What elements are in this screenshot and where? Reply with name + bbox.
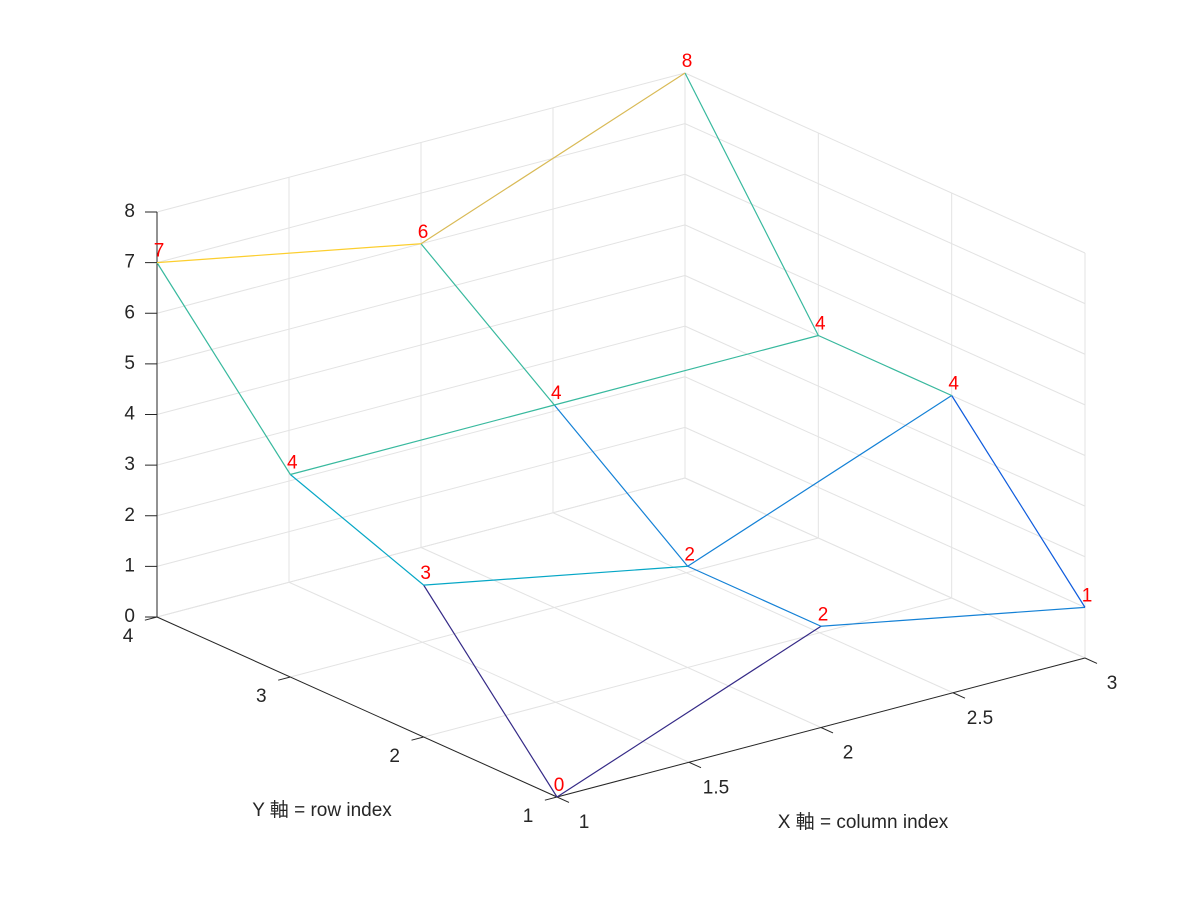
grid-line bbox=[156, 376, 686, 517]
data-label: 4 bbox=[815, 314, 826, 335]
grid-line bbox=[684, 325, 1086, 507]
z-tick-label: 2 bbox=[124, 505, 135, 526]
grid-line bbox=[288, 581, 690, 763]
z-tick-label: 4 bbox=[124, 404, 135, 425]
y-tick bbox=[411, 736, 424, 741]
grid-line bbox=[156, 426, 686, 567]
y-tick-label: 4 bbox=[123, 626, 134, 647]
x-tick bbox=[820, 727, 834, 734]
x-axis-label: X 軸 = column index bbox=[778, 811, 949, 833]
data-label: 2 bbox=[684, 544, 695, 565]
data-label: 4 bbox=[948, 374, 959, 395]
y-tick bbox=[278, 676, 291, 681]
mesh-edge bbox=[687, 565, 822, 627]
mesh-edge bbox=[290, 404, 555, 476]
grid-line bbox=[684, 477, 1086, 659]
grid-line bbox=[684, 72, 1086, 254]
grid-line bbox=[684, 376, 1086, 558]
x-tick-label: 1 bbox=[579, 812, 590, 833]
y-axis bbox=[156, 616, 558, 798]
x-tick bbox=[688, 761, 702, 769]
mesh-edge bbox=[820, 606, 1086, 627]
data-label: 1 bbox=[1082, 585, 1093, 606]
x-tick-label: 3 bbox=[1107, 673, 1118, 694]
grid-line bbox=[156, 477, 686, 618]
mesh-edge bbox=[289, 474, 425, 586]
mesh-edge bbox=[553, 404, 689, 567]
x-tick-label: 2.5 bbox=[967, 708, 993, 729]
y-tick bbox=[144, 616, 158, 621]
grid-line bbox=[684, 224, 1086, 406]
data-label: 2 bbox=[818, 604, 829, 625]
grid-line bbox=[156, 72, 686, 213]
data-label: 4 bbox=[551, 383, 562, 404]
data-label: 3 bbox=[420, 563, 431, 584]
grid-line bbox=[420, 547, 822, 728]
z-tick-label: 1 bbox=[124, 555, 135, 576]
grid-line bbox=[156, 123, 686, 264]
grid-line bbox=[684, 426, 1086, 608]
mesh-edge bbox=[156, 243, 422, 264]
x-tick-label: 1.5 bbox=[703, 777, 729, 798]
mesh-edge bbox=[684, 72, 819, 336]
x-tick bbox=[1084, 657, 1098, 664]
grid-line bbox=[156, 224, 686, 365]
grid-line bbox=[552, 512, 954, 694]
mesh-edge bbox=[556, 625, 822, 798]
grid-line bbox=[156, 275, 686, 415]
grid-line bbox=[156, 325, 686, 466]
mesh-edge bbox=[951, 395, 1086, 608]
z-tick-label: 3 bbox=[124, 454, 135, 475]
data-label: 7 bbox=[154, 241, 165, 262]
x-tick bbox=[952, 692, 966, 699]
z-tick-label: 8 bbox=[124, 201, 135, 222]
mesh-edge bbox=[423, 584, 558, 798]
z-tick-label: 7 bbox=[124, 252, 135, 273]
grid-line bbox=[423, 597, 952, 738]
mesh-edge bbox=[423, 565, 688, 586]
y-tick-label: 1 bbox=[523, 806, 534, 827]
x-tick bbox=[556, 796, 570, 803]
mesh-edge bbox=[818, 334, 952, 397]
data-label: 8 bbox=[682, 51, 693, 72]
z-tick-label: 6 bbox=[124, 302, 135, 323]
y-tick-label: 3 bbox=[256, 686, 267, 707]
y-axis-label: Y 軸 = row index bbox=[252, 799, 392, 821]
y-tick-label: 2 bbox=[389, 746, 400, 767]
z-tick-label: 0 bbox=[124, 606, 135, 627]
data-label: 4 bbox=[287, 453, 298, 474]
x-tick-label: 2 bbox=[843, 743, 854, 764]
mesh-edge bbox=[420, 72, 686, 245]
y-tick bbox=[544, 796, 558, 801]
mesh-edge bbox=[687, 394, 952, 567]
data-label: 6 bbox=[418, 222, 429, 243]
z-tick-label: 5 bbox=[124, 353, 135, 374]
grid-line bbox=[290, 537, 819, 678]
mesh-edge bbox=[156, 262, 291, 475]
mesh-edge bbox=[554, 334, 819, 406]
data-label: 0 bbox=[554, 775, 565, 796]
mesh-edge bbox=[420, 243, 555, 406]
grid-line bbox=[684, 123, 1086, 305]
